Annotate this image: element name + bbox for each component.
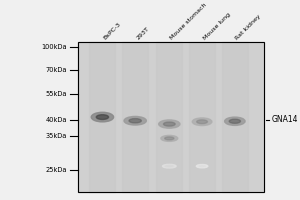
Ellipse shape <box>91 112 114 122</box>
Ellipse shape <box>124 116 146 125</box>
Ellipse shape <box>225 117 245 125</box>
Text: 35kDa: 35kDa <box>46 133 67 139</box>
Bar <box>78 42 263 192</box>
Text: 100kDa: 100kDa <box>41 44 67 50</box>
Bar <box>78 42 263 192</box>
Text: 25kDa: 25kDa <box>45 167 67 173</box>
Text: 55kDa: 55kDa <box>45 91 67 97</box>
Bar <box>122 42 148 192</box>
Text: 70kDa: 70kDa <box>45 67 67 73</box>
Ellipse shape <box>129 119 141 123</box>
Bar <box>156 42 182 192</box>
Ellipse shape <box>196 165 208 168</box>
Ellipse shape <box>165 137 174 140</box>
Text: BxPC-3: BxPC-3 <box>102 21 122 41</box>
Bar <box>89 42 116 192</box>
Ellipse shape <box>164 122 175 126</box>
Ellipse shape <box>199 165 205 167</box>
Ellipse shape <box>161 135 178 141</box>
Bar <box>189 42 215 192</box>
Ellipse shape <box>96 115 109 119</box>
Bar <box>222 42 248 192</box>
Text: 40kDa: 40kDa <box>45 117 67 123</box>
Text: Mouse lung: Mouse lung <box>202 11 231 41</box>
Text: 293T: 293T <box>135 26 150 41</box>
Text: GNA14: GNA14 <box>272 115 298 124</box>
Ellipse shape <box>197 120 208 124</box>
Ellipse shape <box>166 165 173 167</box>
Text: Rat kidney: Rat kidney <box>235 13 262 41</box>
Ellipse shape <box>163 164 176 168</box>
Ellipse shape <box>159 120 180 128</box>
Ellipse shape <box>192 118 212 126</box>
Ellipse shape <box>229 119 241 123</box>
Text: Mouse stomach: Mouse stomach <box>169 2 208 41</box>
